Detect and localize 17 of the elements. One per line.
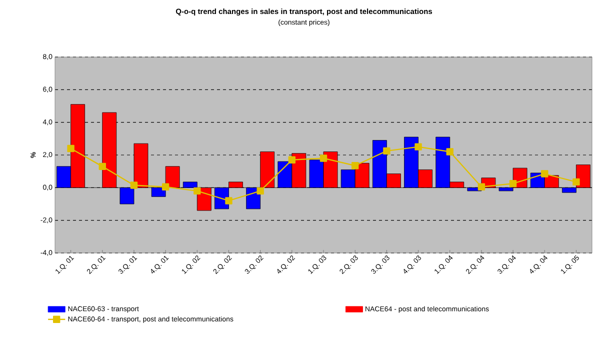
point [572,178,580,186]
point [256,187,264,195]
point [478,183,486,190]
point [98,162,106,170]
point [383,147,390,155]
point [446,148,454,156]
point [509,180,517,188]
point [130,182,138,189]
point [162,183,170,190]
point [351,162,359,170]
point [320,154,328,162]
point [414,143,422,150]
point [67,144,74,152]
point [225,197,232,204]
point [194,187,201,195]
point [541,170,548,178]
point [288,156,296,164]
